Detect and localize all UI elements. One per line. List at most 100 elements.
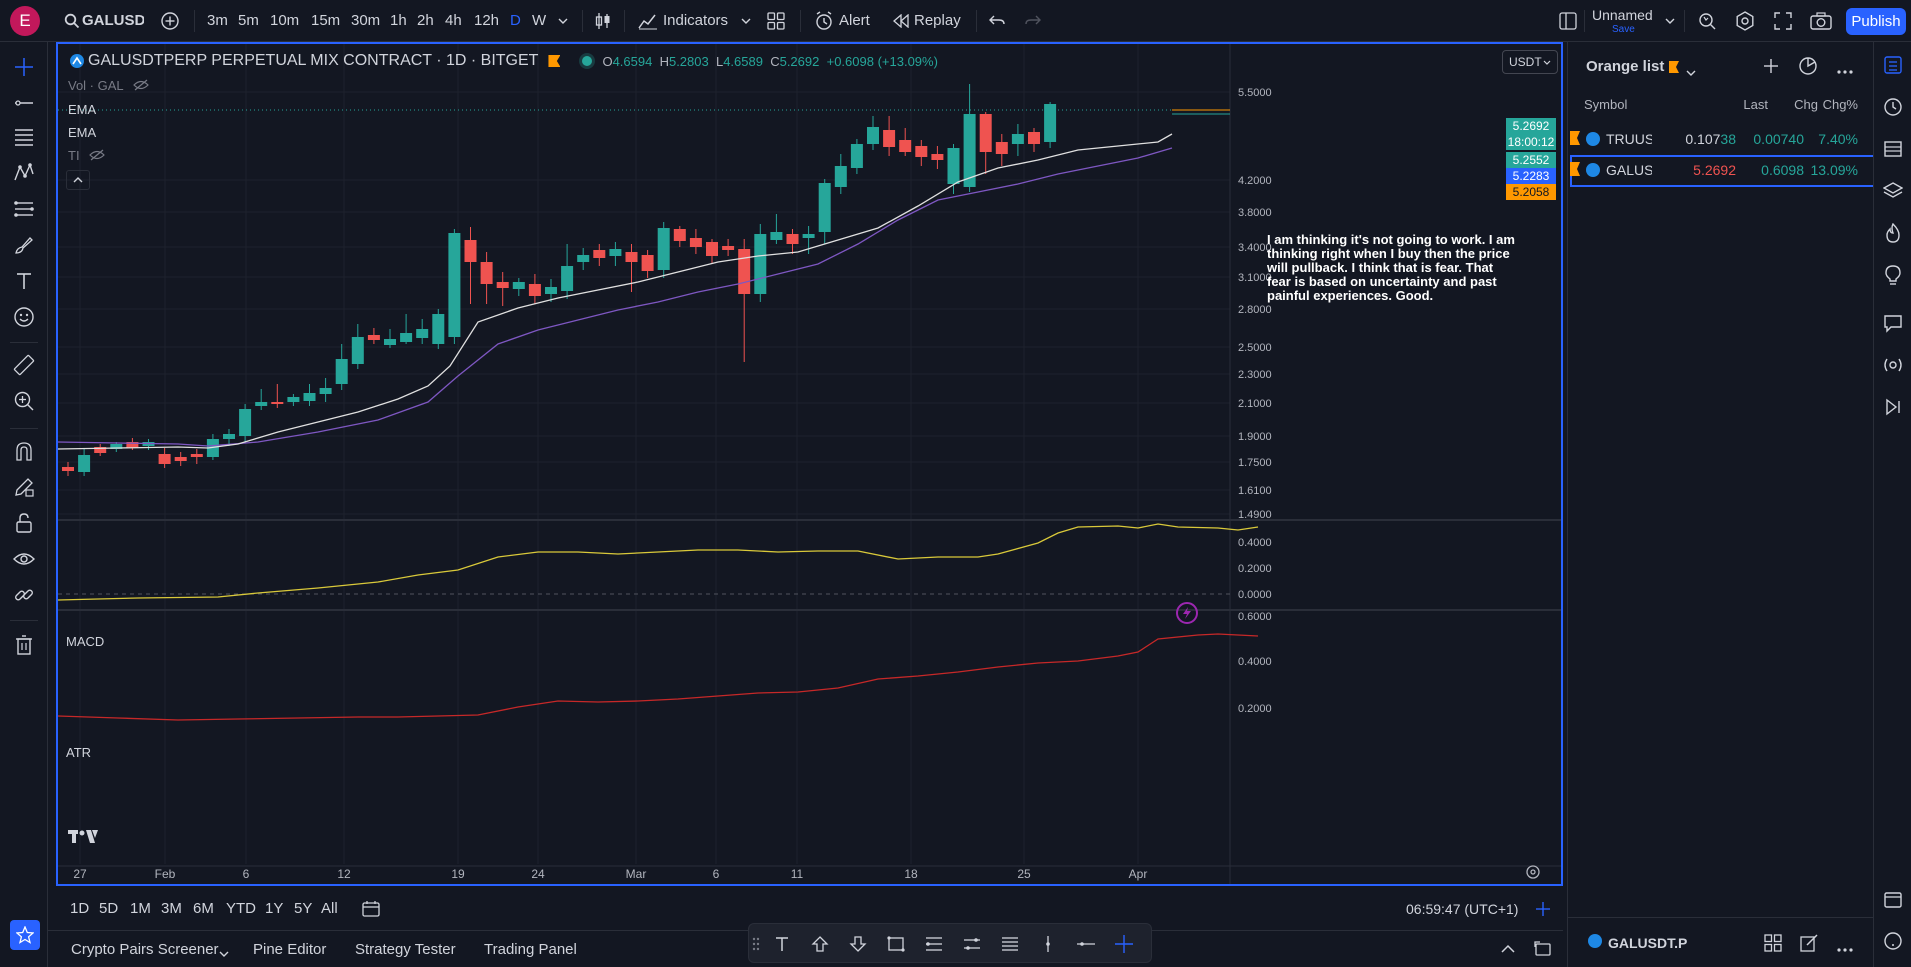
alerts-clock-icon[interactable] [1878, 92, 1908, 122]
alert-button[interactable]: Alert [839, 12, 870, 29]
fullscreen-icon[interactable] [1770, 0, 1796, 42]
more-options-icon[interactable] [1836, 940, 1854, 956]
redo-icon[interactable] [1022, 0, 1044, 42]
chart-settings-icon[interactable] [1525, 864, 1541, 883]
flag-icon[interactable] [1570, 131, 1580, 145]
col-chg[interactable]: Chg [1794, 97, 1818, 112]
range-1y[interactable]: 1Y [265, 900, 284, 917]
indicators-icon[interactable] [636, 0, 660, 42]
help-icon[interactable] [1878, 926, 1908, 956]
layout-save[interactable]: Save [1612, 24, 1635, 35]
clock-timezone[interactable]: 06:59:47 (UTC+1) [1406, 901, 1519, 917]
emoji-icon[interactable] [9, 302, 39, 332]
flag-icon[interactable] [548, 55, 561, 67]
watchlist-row-selected[interactable]: GALUSI 5.2692 0.6098 13.09% [1570, 155, 1875, 187]
arrow-down-icon[interactable] [843, 929, 873, 959]
prediction-icon[interactable] [9, 194, 39, 224]
pattern-icon[interactable] [9, 158, 39, 188]
range-5d[interactable]: 5D [99, 900, 119, 917]
layout-panels-icon[interactable] [1556, 0, 1580, 42]
chevron-down-icon[interactable] [738, 0, 754, 42]
text-icon[interactable] [767, 929, 797, 959]
edit-icon[interactable] [1800, 934, 1818, 955]
indicators-button[interactable]: Indicators [663, 12, 729, 29]
settings-gear-icon[interactable] [1732, 0, 1758, 42]
grid-view-icon[interactable] [1764, 934, 1782, 955]
horizontal-lines-icon[interactable] [995, 929, 1025, 959]
interval-2h[interactable]: 2h [417, 12, 434, 29]
undo-icon[interactable] [986, 0, 1008, 42]
drag-handle-icon[interactable] [749, 929, 763, 959]
templates-grid-icon[interactable] [764, 0, 788, 42]
camera-icon[interactable] [1808, 0, 1834, 42]
flag-icon[interactable] [1570, 162, 1580, 176]
date-range-icon[interactable] [362, 900, 380, 921]
layout-name[interactable]: Unnamed [1592, 7, 1653, 23]
range-1m[interactable]: 1M [130, 900, 151, 917]
vertical-line-icon[interactable] [1033, 929, 1063, 959]
col-symbol[interactable]: Symbol [1584, 97, 1628, 112]
watchlist-icon[interactable] [1878, 50, 1908, 80]
pencil-lock-icon[interactable] [9, 472, 39, 502]
chevron-down-icon[interactable] [219, 945, 229, 961]
brush-icon[interactable] [9, 230, 39, 260]
range-5y[interactable]: 5Y [294, 900, 313, 917]
symbol-title[interactable]: GALUSDTPERP PERPETUAL MIX CONTRACT · 1D … [88, 52, 539, 69]
col-chgp[interactable]: Chg% [1822, 97, 1858, 112]
trash-icon[interactable] [9, 630, 39, 660]
chat-icon[interactable] [1878, 308, 1908, 338]
tab-trading-panel[interactable]: Trading Panel [484, 941, 577, 958]
collapse-panel-icon[interactable] [1500, 942, 1516, 958]
tab-pine-editor[interactable]: Pine Editor [253, 941, 327, 958]
candles-icon[interactable] [590, 0, 616, 42]
chevron-down-icon[interactable] [555, 0, 571, 42]
range-1d[interactable]: 1D [70, 900, 90, 917]
col-last[interactable]: Last [1743, 97, 1768, 112]
flag-icon[interactable] [1669, 61, 1679, 73]
collapse-legend-button[interactable] [66, 170, 90, 190]
compare-add-icon[interactable] [158, 0, 182, 42]
rectangle-icon[interactable] [881, 929, 911, 959]
interval-d[interactable]: D [510, 12, 521, 29]
interval-4h[interactable]: 4h [445, 12, 462, 29]
crosshair-mode-icon[interactable] [1534, 900, 1552, 921]
chevron-down-icon[interactable] [1662, 0, 1678, 42]
interval-1h[interactable]: 1h [390, 12, 407, 29]
link-icon[interactable] [9, 580, 39, 610]
favorites-star-button[interactable] [10, 920, 40, 950]
calendar-icon[interactable] [1878, 884, 1908, 914]
horizontal-line-icon[interactable] [1071, 929, 1101, 959]
publish-button[interactable]: Publish [1846, 8, 1906, 35]
watchlist-row[interactable]: TRUUSI 0.10738 0.00740 7.40% [1570, 124, 1874, 154]
chart-text-note[interactable]: I am thinking it's not going to work. I … [1267, 232, 1515, 303]
eye-hidden-icon[interactable] [89, 149, 106, 164]
symbol-search[interactable]: GALUSDT [82, 12, 144, 29]
ema-legend-1[interactable]: EMA [68, 102, 97, 117]
interval-12h[interactable]: 12h [474, 12, 500, 29]
layers-icon[interactable] [1878, 176, 1908, 206]
maximize-panel-icon[interactable] [1534, 941, 1552, 960]
details-symbol[interactable]: GALUSDT.P [1608, 935, 1688, 951]
ema-legend-2[interactable]: EMA [68, 125, 97, 140]
user-avatar[interactable]: E [10, 6, 40, 36]
range-6m[interactable]: 6M [193, 900, 214, 917]
tab-strategy-tester[interactable]: Strategy Tester [355, 941, 456, 958]
interval-10m[interactable]: 10m [270, 12, 300, 29]
cross-line-icon[interactable] [1109, 929, 1139, 959]
interval-30m[interactable]: 30m [351, 12, 381, 29]
chart-area[interactable]: 5.5000 4.2000 3.8000 3.4000 3.1000 2.8000 2.50… [56, 42, 1563, 886]
eye-icon[interactable] [9, 544, 39, 574]
parallel-channel-icon[interactable] [957, 929, 987, 959]
alert-clock-icon[interactable] [812, 0, 836, 42]
volume-legend[interactable]: Vol · GAL [68, 78, 149, 94]
interval-3m[interactable]: 3m [207, 12, 228, 29]
range-3m[interactable]: 3M [161, 900, 182, 917]
tab-crypto-pairs-screener[interactable]: Crypto Pairs Screener [71, 941, 219, 958]
atr-legend[interactable]: ATR [66, 745, 92, 760]
eye-hidden-icon[interactable] [132, 79, 149, 94]
data-window-icon[interactable] [1878, 134, 1908, 164]
quick-search-icon[interactable] [1694, 0, 1720, 42]
search-icon[interactable] [62, 0, 82, 42]
ideas-bulb-icon[interactable] [1878, 260, 1908, 290]
text-tool-icon[interactable] [9, 266, 39, 296]
